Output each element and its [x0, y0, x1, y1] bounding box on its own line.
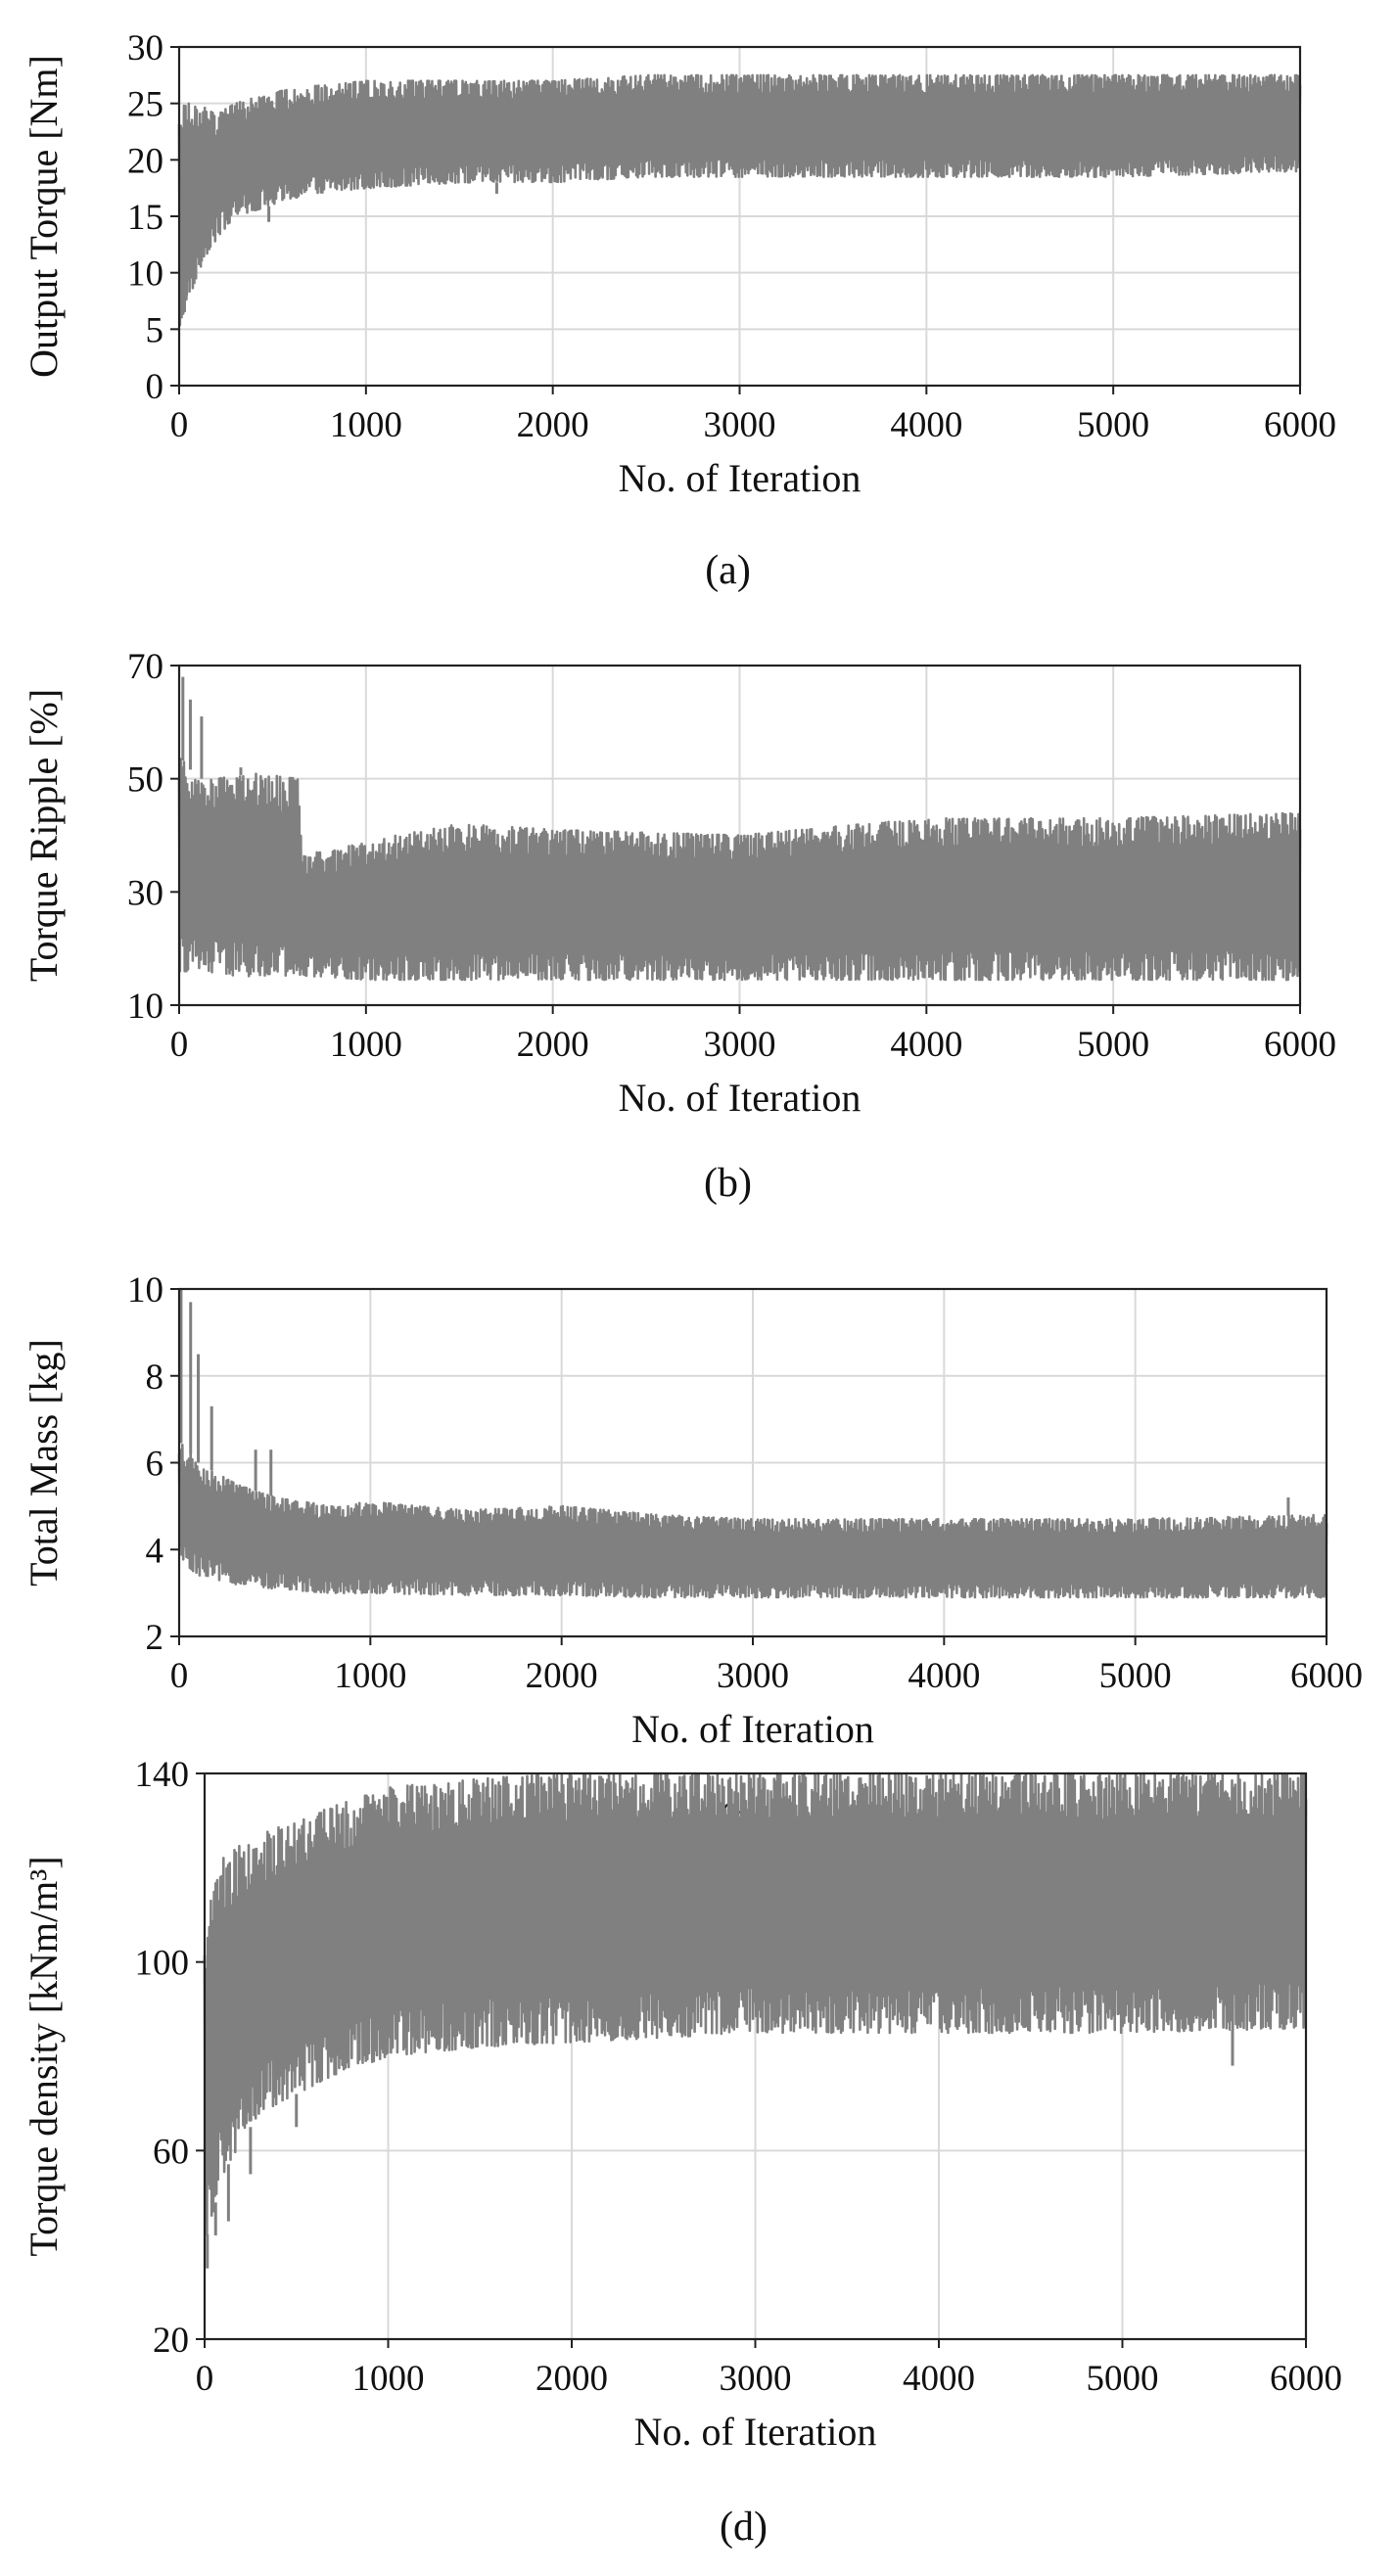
y-tick-label: 0 — [146, 367, 164, 407]
y-tick-label: 70 — [127, 647, 163, 687]
x-tick-label: 0 — [170, 1025, 189, 1065]
x-tick-label: 2000 — [517, 1025, 589, 1065]
x-tick-label: 5000 — [1077, 405, 1149, 445]
x-tick-label: 4000 — [908, 1656, 980, 1696]
x-tick-label: 4000 — [890, 1025, 962, 1065]
series-line — [177, 758, 1302, 982]
y-tick-label: 30 — [127, 28, 163, 69]
x-tick-label: 0 — [170, 1656, 189, 1696]
y-axis-title: Output Torque [Nm] — [22, 55, 66, 378]
x-tick-label: 4000 — [903, 2359, 975, 2399]
x-axis-title: No. of Iteration — [634, 2410, 877, 2454]
y-tick-label: 60 — [153, 2132, 189, 2172]
x-axis-title: No. of Iteration — [631, 1707, 874, 1751]
x-tick-label: 0 — [196, 2359, 214, 2399]
x-tick-label: 1000 — [334, 1656, 406, 1696]
x-tick-label: 3000 — [704, 1025, 776, 1065]
x-tick-label: 6000 — [1264, 1025, 1336, 1065]
chart-a: 0 1000 2000 3000 4000 5000 6000 0 5 10 15 20 25 30 No.… — [22, 28, 1336, 593]
chart-b: 0 1000 2000 3000 4000 5000 6000 10 30 50 70 No. of … — [22, 647, 1336, 1206]
x-tick-label: 3000 — [704, 405, 776, 445]
x-tick-label: 1000 — [352, 2359, 425, 2399]
x-tick-label: 5000 — [1099, 1656, 1172, 1696]
x-tick-label: 3000 — [720, 2359, 792, 2399]
x-tick-label: 1000 — [330, 1025, 402, 1065]
y-tick-label: 10 — [127, 1270, 163, 1311]
x-tick-label: 6000 — [1264, 405, 1336, 445]
panel-caption: (b) — [704, 1161, 752, 1206]
y-tick-label: 50 — [127, 760, 163, 801]
y-tick-label: 5 — [146, 310, 164, 350]
y-tick-label: 4 — [146, 1531, 164, 1571]
y-tick-label: 10 — [127, 254, 163, 295]
x-tick-label: 2000 — [526, 1656, 598, 1696]
series-line — [177, 73, 1302, 327]
x-tick-label: 5000 — [1087, 2359, 1159, 2399]
y-tick-label: 100 — [135, 1944, 190, 1984]
x-axis-title: No. of Iteration — [619, 1076, 861, 1120]
x-axis-title: No. of Iteration — [619, 456, 861, 500]
y-axis-title: Torque Ripple [%] — [22, 689, 66, 982]
x-tick-label: 1000 — [330, 405, 402, 445]
chart-d: 0 1000 2000 3000 4000 5000 6000 20 60 100 140 No. o… — [22, 1755, 1342, 2550]
y-tick-label: 6 — [146, 1445, 164, 1485]
x-tick-label: 4000 — [890, 405, 962, 445]
y-tick-label: 20 — [127, 141, 163, 181]
y-tick-label: 15 — [127, 198, 163, 238]
y-tick-label: 30 — [127, 873, 163, 913]
x-tick-label: 2000 — [536, 2359, 608, 2399]
x-tick-label: 0 — [170, 405, 189, 445]
y-axis-title: Total Mass [kg] — [22, 1339, 66, 1587]
x-tick-label: 5000 — [1077, 1025, 1149, 1065]
y-tick-label: 20 — [153, 2321, 189, 2361]
x-tick-label: 6000 — [1270, 2359, 1342, 2399]
x-tick-label: 2000 — [517, 405, 589, 445]
series-line — [177, 1444, 1328, 1599]
series-line — [203, 1771, 1308, 2236]
x-tick-label: 6000 — [1290, 1656, 1363, 1696]
y-tick-label: 10 — [127, 987, 163, 1027]
chart-c: 0 1000 2000 3000 4000 5000 6000 2 4 6 8 10 No. of It… — [22, 1270, 1363, 1840]
y-tick-label: 8 — [146, 1357, 164, 1398]
y-tick-label: 140 — [135, 1755, 190, 1795]
y-tick-label: 2 — [146, 1618, 164, 1658]
y-axis-title: Torque density [kNm/m³] — [22, 1856, 66, 2256]
panel-caption: (a) — [705, 548, 751, 593]
panel-caption: (d) — [720, 2505, 768, 2550]
y-tick-label: 25 — [127, 85, 163, 125]
x-tick-label: 3000 — [717, 1656, 789, 1696]
